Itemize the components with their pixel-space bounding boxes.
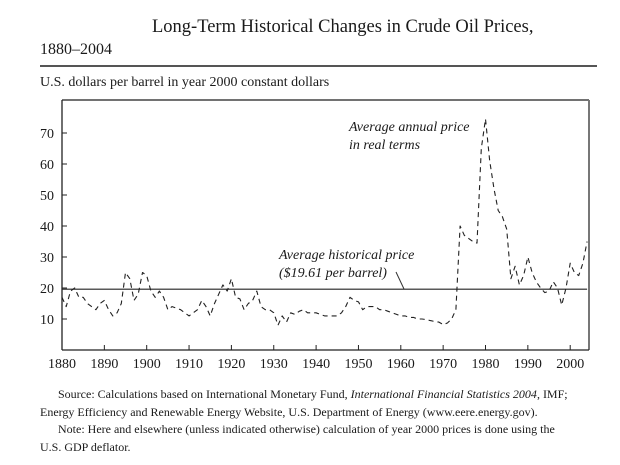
x-tick-label: 1890: [90, 357, 118, 372]
y-tick-label: 70: [40, 127, 54, 142]
method-note: Note: Here and elsewhere (unless indicat…: [58, 422, 555, 436]
x-tick-label: 1880: [48, 357, 76, 372]
x-axis-ticks: 1880 1890 1900 1910 1920 1930 1940 1950 1960 1970…: [48, 345, 584, 372]
annotation-leader-line: [395, 271, 405, 290]
x-tick-label: 1910: [175, 357, 203, 372]
source-note: Source: Calculations based on Internatio…: [40, 386, 600, 404]
y-tick-label: 30: [40, 251, 54, 266]
x-tick-label: 1970: [429, 357, 457, 372]
chart-title-line2: 1880–2004: [40, 41, 112, 58]
x-tick-label: 1980: [472, 357, 500, 372]
y-tick-label: 50: [40, 189, 54, 204]
y-axis-ticks: 10 20 30 40 50 60 70: [40, 127, 67, 328]
source-text: Source: Calculations based on Internatio…: [58, 387, 351, 401]
annotation-annual-price-line2: in real terms: [349, 138, 421, 153]
title-rule: [40, 65, 597, 67]
y-tick-label: 20: [40, 282, 54, 297]
annual-price-series-line: [61, 118, 588, 326]
source-publication: International Financial Statistics 2004: [350, 387, 537, 401]
annotation-annual-price-line1: Average annual price: [348, 120, 470, 135]
x-tick-label: 1990: [514, 357, 542, 372]
source-suffix: , IMF;: [536, 387, 568, 401]
series-lines: [61, 118, 588, 326]
method-note-line2: U.S. GDP deflator.: [40, 439, 131, 454]
annotation-historical-price-line2: ($19.61 per barrel): [279, 266, 387, 281]
x-tick-label: 1950: [344, 357, 372, 372]
chart-title-line1: Long-Term Historical Changes in Crude Oi…: [152, 17, 534, 37]
x-tick-label: 2000: [556, 357, 584, 372]
y-tick-label: 60: [40, 158, 54, 173]
y-tick-label: 10: [40, 313, 54, 328]
y-axis-units-label: U.S. dollars per barrel in year 2000 con…: [40, 75, 330, 90]
plot-frame: [61, 99, 590, 351]
chart-notes: Source: Calculations based on Internatio…: [40, 386, 600, 456]
annotation-historical-price-line1: Average historical price: [278, 248, 414, 263]
x-tick-label: 1900: [133, 357, 161, 372]
x-tick-label: 1930: [260, 357, 288, 372]
x-tick-label: 1960: [387, 357, 415, 372]
x-tick-label: 1940: [302, 357, 330, 372]
source-note-line2: Energy Efficiency and Renewable Energy W…: [40, 404, 538, 419]
x-tick-label: 1920: [217, 357, 245, 372]
y-tick-label: 40: [40, 220, 54, 235]
